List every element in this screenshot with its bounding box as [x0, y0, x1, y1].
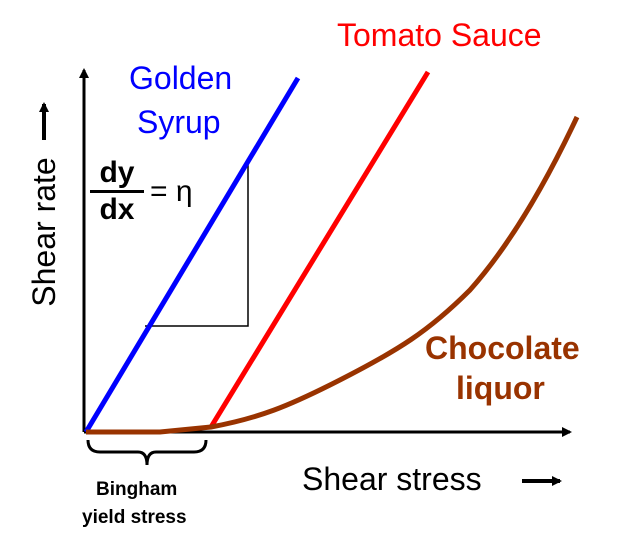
formula-fraction: dy dx — [90, 158, 144, 225]
slope-triangle — [145, 160, 249, 327]
bingham-brace-icon — [86, 439, 208, 466]
x-axis-label: Shear stress — [302, 461, 482, 497]
bingham-label-line2: yield stress — [82, 507, 187, 528]
formula-numerator: dy — [99, 156, 135, 189]
chocolate-liquor-curve — [86, 115, 580, 435]
golden-syrup-label-line1: Golden — [129, 60, 233, 96]
chocolate-liquor-label-line2: liquor — [456, 370, 545, 406]
tomato-sauce-label: Tomato Sauce — [337, 17, 542, 53]
formula-denominator: dx — [99, 193, 135, 226]
golden-syrup-line — [83, 76, 301, 434]
golden-syrup-label-line2: Syrup — [137, 104, 221, 140]
chocolate-liquor-label-line1: Chocolate — [425, 330, 580, 366]
viscosity-formula: dy dx = η — [90, 158, 193, 225]
bingham-label-line1: Bingham — [96, 479, 178, 500]
y-axis-label: Shear rate — [26, 157, 62, 307]
tomato-sauce-line — [208, 70, 431, 429]
formula-equals-eta: = η — [150, 174, 193, 208]
fraction-bar — [90, 190, 144, 193]
